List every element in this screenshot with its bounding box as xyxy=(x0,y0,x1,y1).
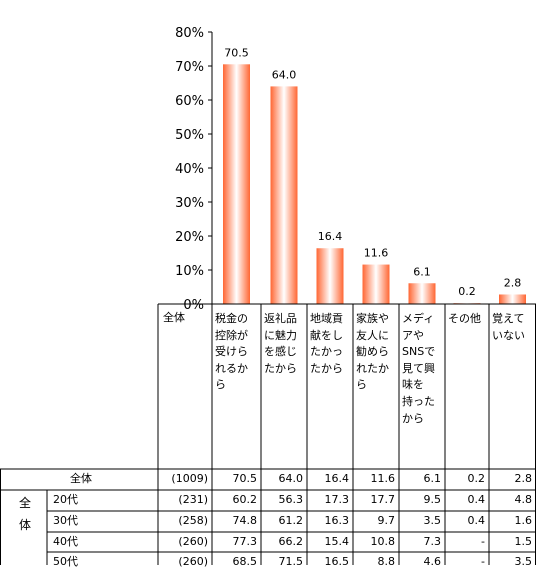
row-count: (258) xyxy=(178,514,208,527)
table-cell: - xyxy=(481,535,485,548)
table-cell: 17.3 xyxy=(324,493,350,506)
table-cell: 56.3 xyxy=(278,493,304,506)
table-cell: 16.5 xyxy=(324,555,350,568)
bar-value-label: 6.1 xyxy=(413,265,431,278)
table-cell: 74.8 xyxy=(232,514,258,527)
table-cell: 71.5 xyxy=(278,555,304,568)
table-cell: 61.2 xyxy=(278,514,304,527)
table-cell: 68.5 xyxy=(232,555,258,568)
y-tick-label: 10% xyxy=(175,264,204,279)
category-label: 地域貢 献をし たかっ たから xyxy=(310,312,343,375)
category-label: その他 xyxy=(448,312,481,325)
table-cell: 0.4 xyxy=(467,493,486,506)
table-cell: 1.5 xyxy=(514,535,533,548)
table-cell: 77.3 xyxy=(232,535,258,548)
bar-value-label: 70.5 xyxy=(224,46,249,59)
y-tick-label: 40% xyxy=(175,162,204,177)
y-tick-label: 70% xyxy=(175,60,204,75)
table-cell: 17.7 xyxy=(370,493,396,506)
table-cell: 9.7 xyxy=(377,514,396,527)
category-label: 覚えて いない xyxy=(492,312,525,342)
row-count: (260) xyxy=(178,535,208,548)
table-cell: - xyxy=(481,555,485,568)
table-cell: 70.5 xyxy=(232,472,258,485)
table-cell: 15.4 xyxy=(324,535,350,548)
y-tick-label: 50% xyxy=(175,128,204,143)
bar-value-label: 0.2 xyxy=(458,285,476,298)
table-cell: 8.8 xyxy=(377,555,396,568)
table-cell: 4.8 xyxy=(514,493,533,506)
bar xyxy=(223,64,250,304)
table-cell: 6.1 xyxy=(423,472,442,485)
row-count: (260) xyxy=(178,555,208,568)
bar-value-label: 2.8 xyxy=(504,276,522,289)
row-count: (1009) xyxy=(171,472,208,485)
category-label: 家族や 友人に 勧めら れたか ら xyxy=(356,312,389,392)
table-cell: 3.5 xyxy=(514,555,533,568)
table-cell: 16.3 xyxy=(324,514,350,527)
category-label: 税金の 控除が 受けら れるか ら xyxy=(215,312,248,392)
bar-chart: 0%10%20%30%40%50%60%70%80% 70.564.016.41… xyxy=(175,26,526,310)
table-cell: 10.8 xyxy=(370,535,396,548)
bar-value-label: 11.6 xyxy=(364,247,389,260)
row-label: 50代 xyxy=(53,555,78,568)
table-cell: 2.8 xyxy=(514,472,533,485)
table-header-total: 全体 xyxy=(163,311,185,324)
table-cell: 64.0 xyxy=(278,472,304,485)
bar xyxy=(408,283,436,304)
bar xyxy=(499,294,526,304)
row-count: (231) xyxy=(178,493,208,506)
row-label: 20代 xyxy=(53,493,78,506)
table-cell: 66.2 xyxy=(278,535,304,548)
y-axis: 0%10%20%30%40%50%60%70%80% xyxy=(175,26,213,310)
table-cell: 1.6 xyxy=(514,514,533,527)
bar xyxy=(362,264,390,304)
table-cell: 4.6 xyxy=(423,555,442,568)
table-cell: 11.6 xyxy=(370,472,396,485)
y-tick-label: 60% xyxy=(175,94,204,109)
table-cell: 3.5 xyxy=(423,514,442,527)
bar xyxy=(270,86,298,305)
table-cell: 0.4 xyxy=(467,514,486,527)
data-labels: 70.5 64.0 16.4 11.6 6.1 0.2 2.8 xyxy=(224,46,521,298)
table-cell: 9.5 xyxy=(423,493,442,506)
table-cell: 7.3 xyxy=(423,535,442,548)
y-tick-label: 20% xyxy=(175,230,204,245)
table-cell: 60.2 xyxy=(232,493,258,506)
y-tick-label: 30% xyxy=(175,196,204,211)
bar-value-label: 64.0 xyxy=(272,68,297,81)
row-label: 30代 xyxy=(53,514,78,527)
row-label: 全体 xyxy=(70,472,92,485)
y-tick-label: 80% xyxy=(175,26,204,41)
group-label: 全 体 xyxy=(19,496,32,532)
category-label: 返礼品 に魅力 を感じ たから xyxy=(264,312,297,375)
table-cell: 16.4 xyxy=(324,472,350,485)
bar-value-label: 16.4 xyxy=(318,230,343,243)
row-label: 40代 xyxy=(53,535,78,548)
category-label: メディ アや SNSで 見て興 味を 持った から xyxy=(402,312,436,425)
table-cell: 0.2 xyxy=(467,472,486,485)
bar xyxy=(316,248,344,304)
